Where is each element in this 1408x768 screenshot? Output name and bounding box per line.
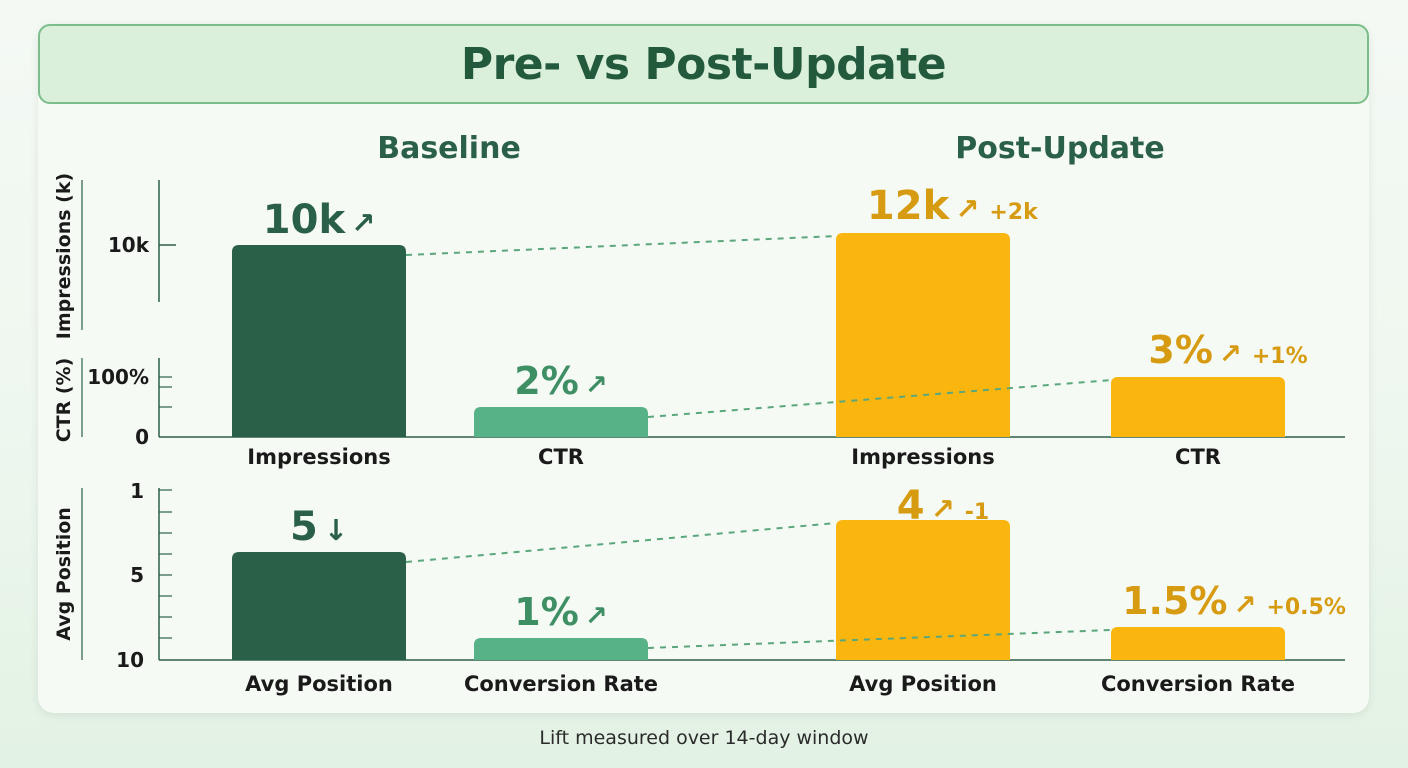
value-label-post-avg-position-delta: -1 <box>965 500 989 525</box>
connector-ctr <box>647 379 1112 418</box>
tick-label-10: 10 <box>116 648 144 672</box>
chart-title: Pre- vs Post-Update <box>460 38 947 90</box>
value-label-baseline-ctr-value: 2% <box>514 359 579 403</box>
bar-post-ctr <box>1111 377 1285 437</box>
category-label-impressions: Impressions <box>851 445 994 469</box>
bar-baseline-avg-position <box>232 552 406 660</box>
value-label-post-conversion-rate-delta: +0.5% <box>1266 595 1345 620</box>
value-label-baseline-impressions: 10k ↗ <box>263 197 375 243</box>
tick-label-100pct: 100% <box>87 365 149 389</box>
category-label-ctr: CTR <box>538 445 584 469</box>
value-label-post-avg-position: 4 ↗ -1 <box>897 483 989 529</box>
value-label-post-avg-position-value: 4 <box>897 483 925 529</box>
value-label-post-avg-position-arrow: ↗ <box>931 492 955 526</box>
value-label-post-impressions: 12k ↗ +2k <box>867 183 1039 229</box>
value-label-baseline-ctr: 2% ↗ <box>514 359 607 403</box>
group-label-post-update: Post-Update <box>955 131 1165 166</box>
bar-baseline-impressions <box>232 245 406 437</box>
bar-baseline-conversion-rate <box>474 638 648 660</box>
value-label-post-conversion-rate-arrow: ↗ <box>1234 590 1257 621</box>
value-label-post-impressions-arrow: ↗ <box>955 192 979 226</box>
value-label-post-conversion-rate: 1.5% ↗ +0.5% <box>1122 579 1346 623</box>
category-label-ctr: CTR <box>1175 445 1221 469</box>
value-label-post-ctr-value: 3% <box>1148 328 1213 372</box>
value-label-baseline-ctr-arrow: ↗ <box>585 370 608 401</box>
category-label-conversion-rate: Conversion Rate <box>1101 672 1295 696</box>
value-label-post-ctr-delta: +1% <box>1252 344 1308 369</box>
value-label-baseline-conversion-rate-value: 1% <box>514 590 579 634</box>
tick-label-10k: 10k <box>108 233 150 257</box>
value-label-post-impressions-delta: +2k <box>989 200 1039 225</box>
value-label-post-conversion-rate-value: 1.5% <box>1122 579 1227 623</box>
category-label-avg-position: Avg Position <box>245 672 393 696</box>
tick-label-1: 1 <box>130 479 144 503</box>
category-label-conversion-rate: Conversion Rate <box>464 672 658 696</box>
value-label-post-ctr: 3% ↗ +1% <box>1148 328 1307 372</box>
connector-avg-position <box>405 522 837 563</box>
value-label-baseline-conversion-rate: 1% ↗ <box>514 590 607 634</box>
footnote: Lift measured over 14-day window <box>539 727 869 749</box>
bar-post-impressions <box>836 233 1010 437</box>
title-bar: Pre- vs Post-Update <box>38 24 1369 104</box>
axis-label-impressions: Impressions (k) <box>53 173 75 339</box>
category-label-avg-position: Avg Position <box>849 672 997 696</box>
connector-conversion-rate <box>647 629 1112 649</box>
bar-post-conversion-rate <box>1111 627 1285 660</box>
value-label-baseline-impressions-arrow: ↗ <box>351 206 375 240</box>
bar-post-avg-position <box>836 520 1010 660</box>
bar-baseline-ctr <box>474 407 648 437</box>
value-label-baseline-conversion-rate-arrow: ↗ <box>585 601 608 632</box>
tick-label-0: 0 <box>135 425 149 449</box>
value-label-baseline-avg-position: 5 ↓ <box>290 504 348 550</box>
axis-label-ctr: CTR (%) <box>53 358 75 443</box>
group-label-baseline: Baseline <box>377 131 521 166</box>
value-label-post-impressions-value: 12k <box>867 183 951 229</box>
connector-impressions <box>405 235 837 256</box>
category-label-impressions: Impressions <box>247 445 390 469</box>
value-label-baseline-avg-position-value: 5 <box>290 504 318 550</box>
value-label-post-ctr-arrow: ↗ <box>1219 339 1242 370</box>
axis-label-avg-position: Avg Position <box>53 507 75 641</box>
value-label-baseline-avg-position-arrow: ↓ <box>324 513 348 547</box>
value-label-baseline-impressions-value: 10k <box>263 197 347 243</box>
tick-label-5: 5 <box>130 563 144 587</box>
